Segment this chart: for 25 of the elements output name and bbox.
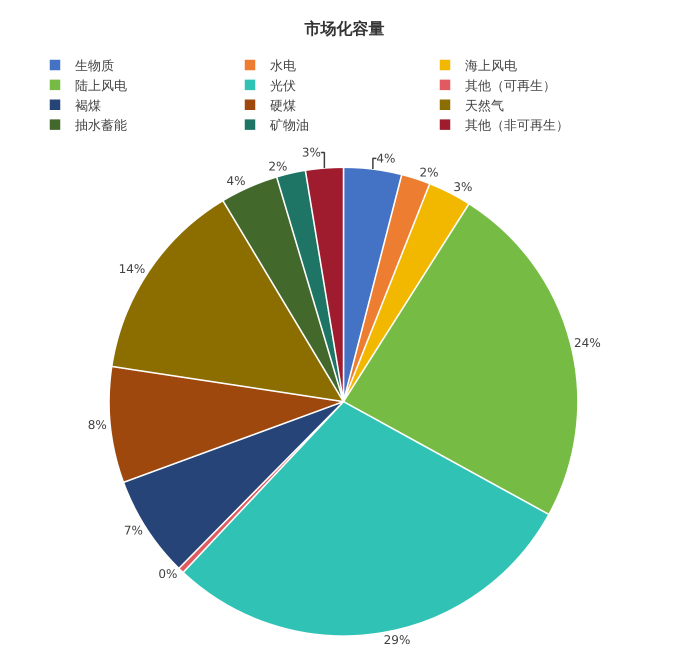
data-label: 29% [384,632,410,647]
legend-label: 光伏 [270,78,296,94]
data-label: 7% [124,523,143,538]
legend-label: 水电 [270,59,296,74]
legend-label: 生物质 [75,59,114,74]
data-label: 4% [226,174,246,188]
legend-label: 海上风电 [465,59,517,74]
data-label: 14% [118,262,146,276]
data-label: 24% [574,336,601,350]
data-label: 0% [158,567,178,582]
chart-title: 市场化容量 [304,19,384,38]
legend-label: 天然气 [465,98,504,114]
data-label: 3% [453,180,472,194]
data-label: 3% [302,146,321,160]
legend-label: 其他（非可再生） [465,118,569,134]
data-label: 2% [268,160,288,174]
legend-label: 褐煤 [75,98,101,114]
data-label: 2% [419,165,438,180]
legend-label: 矿物油 [269,118,309,134]
legend-label: 其他（可再生） [465,78,556,94]
legend-label: 抽水蓄能 [75,118,127,134]
data-label: 8% [88,418,107,432]
legend-label: 陆上风电 [75,78,127,94]
data-label: 4% [376,151,396,166]
legend-label: 硬煤 [270,98,296,114]
